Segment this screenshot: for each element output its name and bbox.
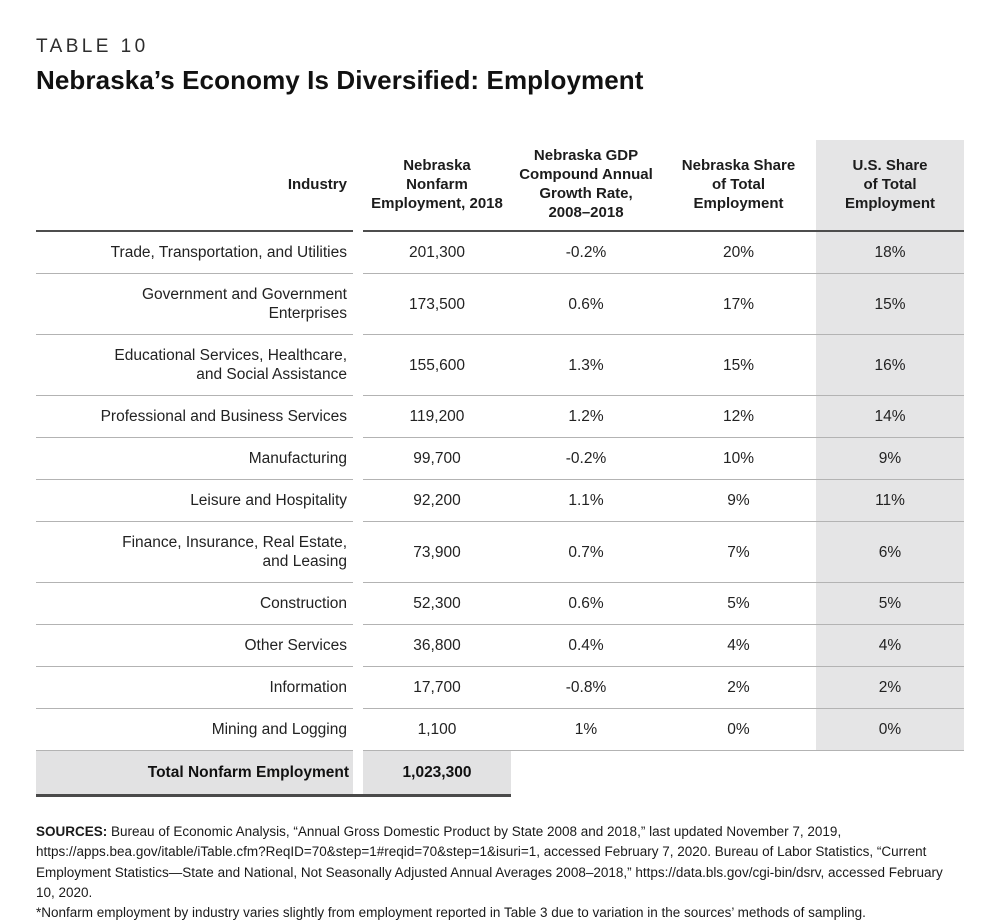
employment-cell: 92,200 <box>363 479 511 522</box>
nebraska-share-cell: 2% <box>661 666 816 709</box>
nebraska-share-cell: 7% <box>661 521 816 583</box>
employment-cell: 36,800 <box>363 624 511 667</box>
growth-cell: 0.6% <box>511 273 661 335</box>
table-footer: Total Nonfarm Employment 1,023,300 <box>36 750 964 797</box>
table-row: Trade, Transportation, and Utilities 201,… <box>36 231 964 274</box>
employment-cell: 173,500 <box>363 273 511 335</box>
col-header-gdp-growth: Nebraska GDP Compound Annual Growth Rate… <box>511 140 661 232</box>
table-row: Professional and Business Services 119,20… <box>36 395 964 438</box>
us-share-cell: 6% <box>816 521 964 583</box>
nebraska-share-cell: 10% <box>661 437 816 480</box>
growth-cell: 0.7% <box>511 521 661 583</box>
us-share-cell: 2% <box>816 666 964 709</box>
us-share-cell: 15% <box>816 273 964 335</box>
total-row-empty <box>511 751 964 796</box>
column-gap <box>353 335 363 396</box>
table-row: Government and Government Enterprises 173… <box>36 273 964 335</box>
employment-cell: 99,700 <box>363 437 511 480</box>
column-gap <box>353 274 363 335</box>
table-row: Information 17,700 -0.8% 2% 2% <box>36 666 964 709</box>
industry-cell: Other Services <box>36 624 353 667</box>
us-share-cell: 18% <box>816 231 964 274</box>
col-header-us-share: U.S. Share of Total Employment <box>816 140 964 232</box>
growth-cell: -0.2% <box>511 231 661 274</box>
sources-note: SOURCES: Bureau of Economic Analysis, “A… <box>36 822 964 923</box>
col-header-nonfarm-employment: Nebraska Nonfarm Employment, 2018 <box>363 140 511 232</box>
employment-cell: 201,300 <box>363 231 511 274</box>
table-row: Other Services 36,800 0.4% 4% 4% <box>36 624 964 667</box>
table-row: Mining and Logging 1,100 1% 0% 0% <box>36 708 964 751</box>
employment-cell: 155,600 <box>363 334 511 396</box>
nebraska-share-cell: 4% <box>661 624 816 667</box>
industry-cell: Mining and Logging <box>36 708 353 751</box>
industry-cell: Educational Services, Healthcare, and So… <box>36 334 353 396</box>
table-row: Educational Services, Healthcare, and So… <box>36 334 964 396</box>
col-header-nebraska-share: Nebraska Share of Total Employment <box>661 140 816 232</box>
sources-label: SOURCES: <box>36 824 108 839</box>
growth-cell: -0.8% <box>511 666 661 709</box>
industry-cell: Construction <box>36 582 353 625</box>
industry-cell: Professional and Business Services <box>36 395 353 438</box>
column-gap <box>353 231 363 274</box>
us-share-cell: 5% <box>816 582 964 625</box>
us-share-cell: 11% <box>816 479 964 522</box>
page: TABLE 10 Nebraska’s Economy Is Diversifi… <box>36 36 964 920</box>
us-share-cell: 9% <box>816 437 964 480</box>
total-row: Total Nonfarm Employment 1,023,300 <box>36 750 964 797</box>
us-share-cell: 16% <box>816 334 964 396</box>
table-body: Trade, Transportation, and Utilities 201,… <box>36 231 964 751</box>
industry-cell: Trade, Transportation, and Utilities <box>36 231 353 274</box>
growth-cell: 0.6% <box>511 582 661 625</box>
table-header: Industry Nebraska Nonfarm Employment, 20… <box>36 140 964 232</box>
column-gap <box>353 667 363 709</box>
employment-table: Industry Nebraska Nonfarm Employment, 20… <box>36 140 964 797</box>
nebraska-share-cell: 15% <box>661 334 816 396</box>
nebraska-share-cell: 5% <box>661 582 816 625</box>
column-gap <box>353 438 363 480</box>
col-header-industry: Industry <box>36 140 353 232</box>
growth-cell: 1% <box>511 708 661 751</box>
industry-cell: Information <box>36 666 353 709</box>
table-row: Leisure and Hospitality 92,200 1.1% 9% 11% <box>36 479 964 522</box>
growth-cell: 1.3% <box>511 334 661 396</box>
nebraska-share-cell: 12% <box>661 395 816 438</box>
growth-cell: 0.4% <box>511 624 661 667</box>
nebraska-share-cell: 9% <box>661 479 816 522</box>
column-gap <box>353 522 363 583</box>
table-row: Manufacturing 99,700 -0.2% 10% 9% <box>36 437 964 480</box>
industry-cell: Leisure and Hospitality <box>36 479 353 522</box>
column-gap <box>353 396 363 438</box>
employment-cell: 119,200 <box>363 395 511 438</box>
growth-cell: 1.1% <box>511 479 661 522</box>
column-gap <box>353 583 363 625</box>
table-row: Construction 52,300 0.6% 5% 5% <box>36 582 964 625</box>
nebraska-share-cell: 20% <box>661 231 816 274</box>
growth-cell: 1.2% <box>511 395 661 438</box>
industry-cell: Manufacturing <box>36 437 353 480</box>
sampling-footnote: *Nonfarm employment by industry varies s… <box>36 905 866 920</box>
nebraska-share-cell: 0% <box>661 708 816 751</box>
sources-text: Bureau of Economic Analysis, “Annual Gro… <box>36 824 943 900</box>
us-share-cell: 4% <box>816 624 964 667</box>
employment-cell: 73,900 <box>363 521 511 583</box>
table-row: Finance, Insurance, Real Estate, and Lea… <box>36 521 964 583</box>
page-title: Nebraska’s Economy Is Diversified: Emplo… <box>36 65 644 95</box>
industry-cell: Government and Government Enterprises <box>36 273 353 335</box>
table-number: TABLE 10 <box>36 36 149 57</box>
total-label: Total Nonfarm Employment <box>36 750 353 797</box>
growth-cell: -0.2% <box>511 437 661 480</box>
column-gap <box>353 750 363 797</box>
column-gap <box>353 140 363 231</box>
total-value: 1,023,300 <box>363 750 511 797</box>
employment-cell: 52,300 <box>363 582 511 625</box>
nebraska-share-cell: 17% <box>661 273 816 335</box>
column-gap <box>353 480 363 522</box>
column-gap <box>353 625 363 667</box>
employment-cell: 17,700 <box>363 666 511 709</box>
column-gap <box>353 709 363 751</box>
employment-cell: 1,100 <box>363 708 511 751</box>
us-share-cell: 0% <box>816 708 964 751</box>
us-share-cell: 14% <box>816 395 964 438</box>
industry-cell: Finance, Insurance, Real Estate, and Lea… <box>36 521 353 583</box>
